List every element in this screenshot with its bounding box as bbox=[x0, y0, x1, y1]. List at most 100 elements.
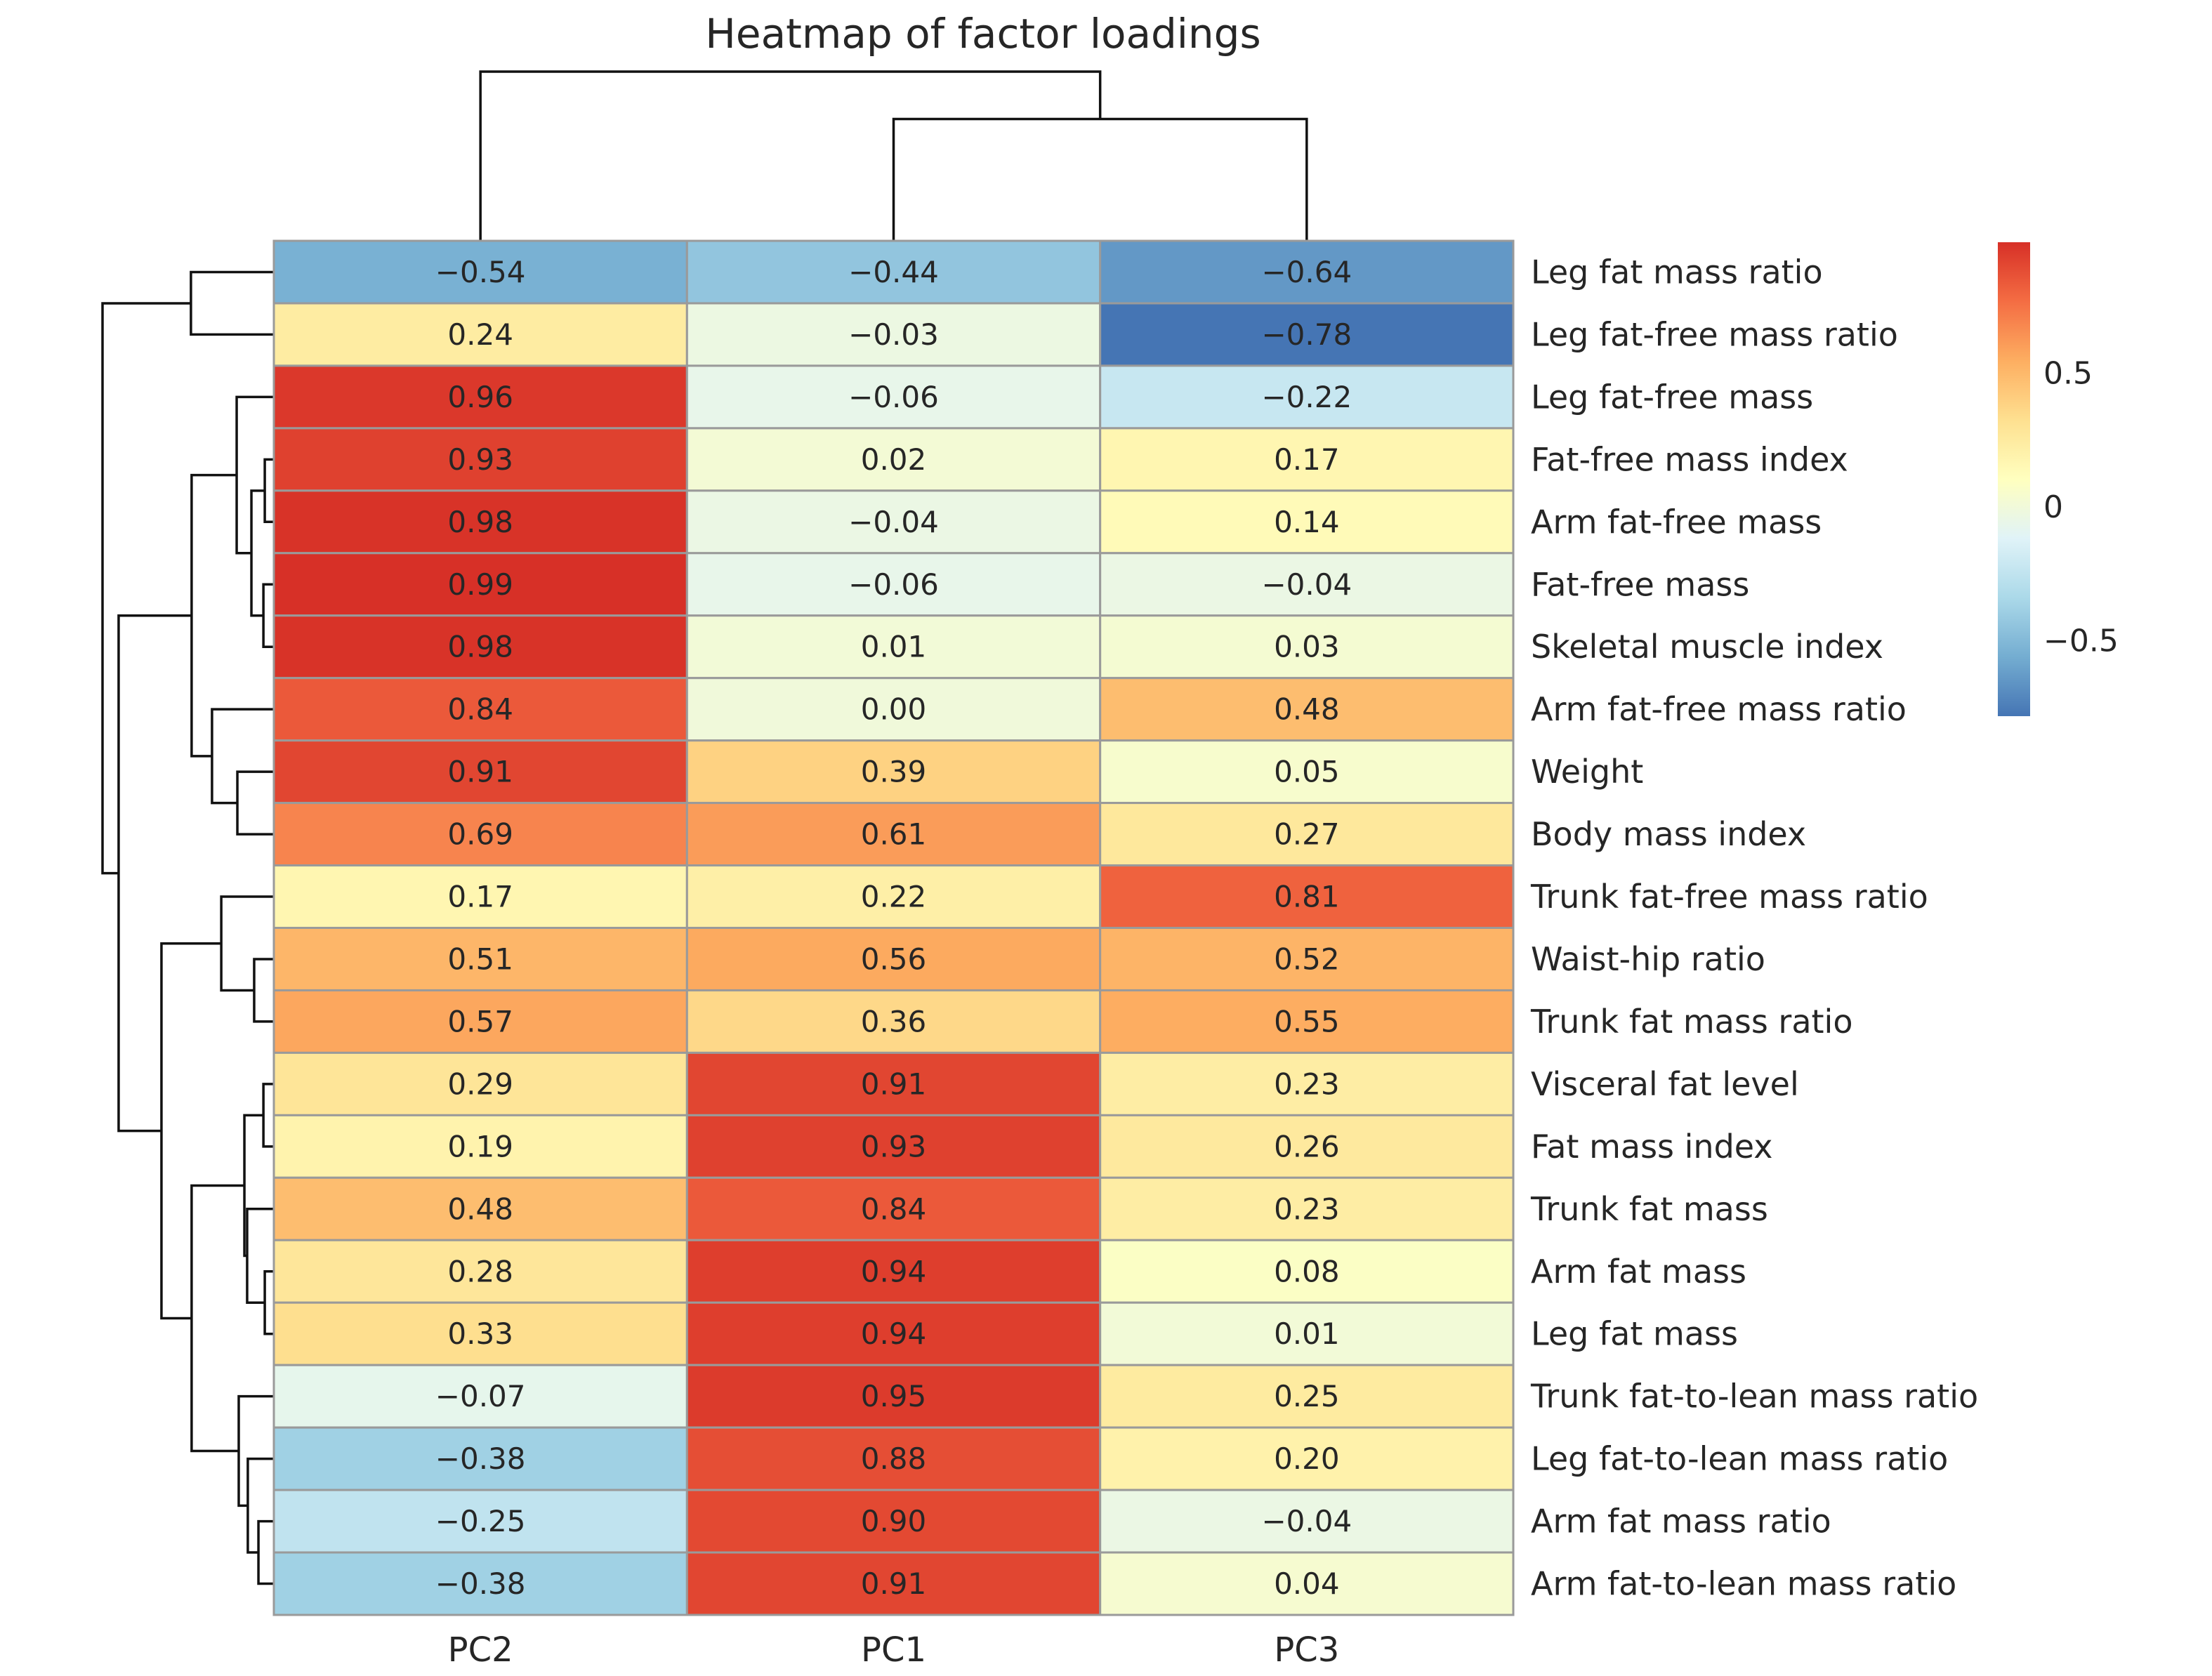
heatmap-cell bbox=[685, 927, 1102, 991]
heatmap-cell bbox=[1099, 302, 1515, 367]
row-dendrogram-link bbox=[190, 473, 237, 758]
heatmap-cell bbox=[272, 364, 688, 430]
heatmap-cell bbox=[1099, 614, 1515, 680]
cell-value: 0.90 bbox=[861, 1504, 927, 1538]
heatmap-cell bbox=[685, 302, 1102, 367]
heatmap-cell bbox=[272, 989, 688, 1054]
heatmap-cell bbox=[272, 1301, 688, 1366]
colorbar-tick-label: 0.5 bbox=[2043, 355, 2093, 391]
cell-value: 0.23 bbox=[1274, 1067, 1340, 1101]
cell-value: 0.84 bbox=[447, 692, 513, 727]
heatmap-cell bbox=[272, 1051, 688, 1116]
row-label: Leg fat-free mass ratio bbox=[1531, 315, 1898, 353]
cell-value: −0.06 bbox=[848, 567, 939, 602]
cell-value: 0.24 bbox=[447, 317, 513, 352]
heatmap-cell bbox=[1099, 1364, 1515, 1429]
heatmap-cell bbox=[685, 1051, 1102, 1116]
cell-value: 0.93 bbox=[861, 1129, 927, 1163]
heatmap-cell bbox=[1099, 1551, 1515, 1616]
cell-value: 0.33 bbox=[447, 1317, 513, 1351]
heatmap-cell bbox=[1099, 1489, 1515, 1554]
cell-value: 0.29 bbox=[447, 1067, 513, 1101]
cell-annotations: −0.54 −0.44 −0.64 0.24 −0.03 −0.78 0.96 −0.06 −0… bbox=[435, 255, 1352, 1601]
cell-value: −0.54 bbox=[435, 255, 526, 289]
row-dendrogram-link bbox=[257, 1519, 274, 1585]
cell-value: 0.19 bbox=[447, 1129, 513, 1163]
cell-value: 0.01 bbox=[1274, 1317, 1340, 1351]
column-labels: PC2 PC1 PC3 bbox=[448, 1630, 1340, 1670]
cell-value: 0.26 bbox=[1274, 1129, 1340, 1163]
cell-value: −0.25 bbox=[435, 1504, 526, 1538]
cell-value: −0.04 bbox=[1261, 1504, 1352, 1538]
row-label: Arm fat-free mass ratio bbox=[1531, 690, 1907, 728]
cell-value: −0.78 bbox=[1261, 317, 1352, 352]
row-dendrogram-link bbox=[220, 895, 274, 992]
cell-value: 0.39 bbox=[861, 755, 927, 789]
heatmap-cell bbox=[1099, 489, 1515, 555]
row-dendrogram-link bbox=[263, 1270, 274, 1335]
heatmap-cell bbox=[1099, 927, 1515, 991]
cell-value: 0.91 bbox=[861, 1566, 927, 1601]
cell-value: 0.81 bbox=[1274, 880, 1340, 914]
cell-value: −0.03 bbox=[848, 317, 939, 352]
cell-value: 0.01 bbox=[861, 630, 927, 664]
cell-value: 0.25 bbox=[1274, 1379, 1340, 1413]
column-dendrogram bbox=[479, 70, 1308, 241]
cell-value: 0.08 bbox=[1274, 1254, 1340, 1288]
row-dendrogram bbox=[101, 270, 274, 1585]
cell-value: 0.56 bbox=[861, 942, 927, 976]
heatmap-cell bbox=[1099, 1239, 1515, 1304]
row-dendrogram-link bbox=[253, 958, 274, 1023]
heatmap-cell bbox=[685, 864, 1102, 929]
row-dendrogram-link bbox=[235, 395, 274, 555]
cell-value: 0.51 bbox=[447, 942, 513, 976]
cell-value: 0.36 bbox=[861, 1004, 927, 1038]
cell-value: 0.91 bbox=[861, 1067, 927, 1101]
heatmap-cell bbox=[272, 1114, 688, 1179]
row-label: Arm fat mass bbox=[1531, 1253, 1746, 1291]
row-dendrogram-link bbox=[246, 1457, 274, 1554]
cell-value: 0.98 bbox=[447, 630, 513, 664]
heatmap-cell bbox=[1099, 864, 1515, 929]
row-dendrogram-link bbox=[262, 583, 274, 648]
row-labels: Leg fat mass ratio Leg fat-free mass rati… bbox=[1530, 253, 1978, 1602]
cell-value: 0.28 bbox=[447, 1254, 513, 1288]
heatmap-cell bbox=[685, 989, 1102, 1054]
row-label: Leg fat-free mass bbox=[1531, 378, 1813, 416]
row-label: Leg fat mass bbox=[1531, 1315, 1738, 1353]
row-dendrogram-link bbox=[117, 614, 192, 1133]
cell-value: −0.04 bbox=[848, 505, 939, 539]
cell-value: 0.17 bbox=[1274, 442, 1340, 477]
heatmap-cell bbox=[1099, 802, 1515, 867]
colorbar-gradient bbox=[1998, 242, 2030, 716]
cell-value: −0.07 bbox=[435, 1379, 526, 1413]
cell-value: 0.23 bbox=[1274, 1192, 1340, 1226]
column-label: PC2 bbox=[448, 1630, 513, 1670]
heatmap-cell bbox=[685, 1239, 1102, 1304]
row-label: Arm fat-to-lean mass ratio bbox=[1531, 1565, 1956, 1603]
row-label: Arm fat mass ratio bbox=[1531, 1503, 1831, 1540]
cell-value: 0.91 bbox=[447, 755, 513, 789]
row-dendrogram-link bbox=[190, 270, 274, 336]
cell-value: −0.38 bbox=[435, 1441, 526, 1476]
cell-value: 0.52 bbox=[1274, 942, 1340, 976]
row-label: Weight bbox=[1531, 753, 1643, 791]
row-dendrogram-link bbox=[101, 302, 191, 875]
heatmap-cell bbox=[272, 1239, 688, 1304]
row-dendrogram-link bbox=[211, 708, 274, 805]
heatmap-cell bbox=[685, 489, 1102, 555]
cell-value: 0.94 bbox=[861, 1254, 927, 1288]
heatmap-cells bbox=[272, 239, 1515, 1616]
heatmap-cell bbox=[1099, 427, 1515, 492]
cell-value: −0.64 bbox=[1261, 255, 1352, 289]
heatmap-cell bbox=[272, 302, 688, 367]
cell-value: 0.95 bbox=[861, 1379, 927, 1413]
heatmap-cell bbox=[1099, 552, 1515, 617]
cell-value: 0.57 bbox=[447, 1004, 513, 1038]
heatmap-cell bbox=[685, 364, 1102, 430]
cell-value: 0.55 bbox=[1274, 1004, 1340, 1038]
heatmap-cell bbox=[1099, 1301, 1515, 1366]
cell-value: 0.22 bbox=[861, 880, 927, 914]
cell-value: 0.04 bbox=[1274, 1566, 1340, 1601]
row-label: Fat-free mass index bbox=[1531, 440, 1848, 478]
